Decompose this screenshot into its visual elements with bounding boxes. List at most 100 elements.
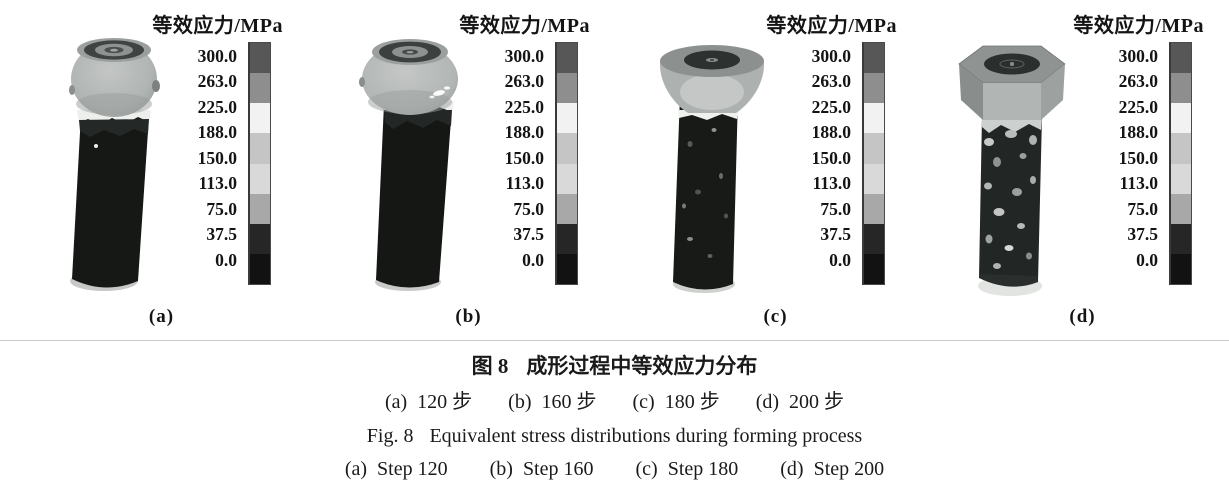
- legend-tick: 0.0: [522, 249, 544, 270]
- legend-colorbar: [862, 42, 885, 285]
- colorbar-band: [557, 223, 577, 254]
- colorbar-band: [250, 73, 270, 104]
- colorbar-band: [1171, 43, 1191, 74]
- colorbar-band: [1171, 103, 1191, 134]
- colorbar-band: [557, 193, 577, 224]
- legend-tick: 300.0: [504, 46, 544, 66]
- legend-tick-labels: 300.0 263.0 225.0 188.0 150.0 113.0 75.0…: [197, 46, 237, 269]
- colorbar-band: [864, 223, 884, 254]
- colorbar-band: [864, 133, 884, 164]
- legend-tick: 150.0: [197, 147, 237, 168]
- colorbar-band: [250, 253, 270, 284]
- legend-colorbar: [248, 42, 271, 285]
- colorbar-band: [557, 43, 577, 74]
- legend-tick: 225.0: [1118, 96, 1158, 117]
- caption-en-step-a: (a) Step 120: [344, 458, 448, 480]
- colorbar-band: [557, 133, 577, 164]
- legend-tick: 150.0: [504, 147, 544, 168]
- legend-tick: 37.5: [513, 224, 544, 245]
- figure-captions: 图 8 成形过程中等效应力分布 (a) 120 步 (b) 160 步 (c) 180 …: [0, 341, 1229, 481]
- colorbar-band: [864, 43, 884, 74]
- panel-label-c: (c): [763, 306, 788, 327]
- colorbar-band: [557, 103, 577, 134]
- colorbar-band: [1171, 163, 1191, 194]
- colorbar-band: [1171, 133, 1191, 164]
- legend-title: 等效应力/MPa: [459, 15, 590, 37]
- caption-en-steps: (a) Step 120 (b) Step 160 (c) Step 180 (d) S…: [0, 457, 1229, 481]
- colorbar-band: [250, 163, 270, 194]
- legend-tick: 0.0: [829, 249, 851, 270]
- legend-tick: 75.0: [820, 198, 851, 219]
- legend-tick: 113.0: [198, 173, 237, 194]
- legend-tick: 188.0: [811, 122, 851, 143]
- colorbar-band: [250, 43, 270, 74]
- panel-label-a: (a): [148, 306, 175, 327]
- legend-tick: 188.0: [1118, 122, 1158, 143]
- bolt-stress-render-c: [659, 45, 765, 293]
- colorbar-band: [1171, 253, 1191, 284]
- legend-tick: 300.0: [197, 46, 237, 66]
- caption-zh-text: 成形过程中等效应力分布: [526, 354, 758, 378]
- panel-label-d: (d): [1069, 306, 1096, 327]
- caption-en-step-d: (d) Step 200: [780, 458, 885, 480]
- caption-zh-steps: (a) 120 步 (b) 160 步 (c) 180 步 (d) 200 步: [0, 390, 1229, 414]
- bolt-stress-render-b: [359, 39, 458, 291]
- legend-tick: 150.0: [811, 147, 851, 168]
- legend-tick: 188.0: [504, 122, 544, 143]
- colorbar-band: [557, 73, 577, 104]
- panel-c: 等效应力/MPa 300.0: [614, 0, 921, 340]
- caption-zh-step-c: (c) 180 步: [632, 391, 720, 413]
- legend-tick-labels: 300.0 263.0 225.0 188.0 150.0 113.0 75.0…: [1118, 47, 1158, 269]
- panel-d: 等效应力/MPa: [921, 0, 1228, 340]
- legend-tick: 225.0: [197, 96, 237, 117]
- legend-tick: 263.0: [197, 71, 237, 92]
- bolt-stress-render-d: [958, 45, 1066, 296]
- legend-tick: 75.0: [206, 198, 237, 219]
- colorbar-band: [250, 103, 270, 134]
- caption-en-step-c: (c) Step 180: [635, 458, 739, 480]
- caption-zh-title: 图 8 成形过程中等效应力分布: [0, 353, 1229, 379]
- legend-tick: 75.0: [1127, 198, 1158, 219]
- panel-a: 等效应力/MPa: [0, 0, 307, 340]
- caption-en-step-b: (b) Step 160: [489, 458, 594, 480]
- legend-tick: 37.5: [1127, 224, 1158, 245]
- colorbar-band: [557, 253, 577, 284]
- legend-tick: 113.0: [812, 173, 851, 194]
- legend-tick: 263.0: [811, 71, 851, 92]
- caption-en-title: Fig. 8 Equivalent stress distributions du…: [0, 424, 1229, 448]
- caption-zh-step-d: (d) 200 步: [755, 391, 845, 413]
- legend-tick: 300.0: [811, 46, 851, 66]
- colorbar-band: [864, 193, 884, 224]
- legend-title: 等效应力/MPa: [152, 15, 283, 37]
- caption-zh-fig-no: 图 8: [471, 354, 509, 378]
- caption-en-text: Equivalent stress distributions during f…: [429, 425, 863, 447]
- colorbar-band: [1171, 193, 1191, 224]
- colorbar-band: [1171, 223, 1191, 254]
- bolt-stress-render-a: [69, 38, 160, 291]
- panel-label-b: (b): [455, 306, 482, 327]
- caption-zh-step-a: (a) 120 步: [384, 391, 473, 413]
- legend-title: 等效应力/MPa: [1073, 15, 1204, 37]
- legend-colorbar: [1169, 42, 1192, 285]
- legend-tick: 225.0: [504, 96, 544, 117]
- caption-en-fig-no: Fig. 8: [366, 425, 414, 447]
- colorbar-band: [557, 163, 577, 194]
- legend-tick: 37.5: [820, 224, 851, 245]
- legend-tick: 263.0: [1118, 71, 1158, 92]
- legend-tick: 263.0: [504, 71, 544, 92]
- legend-tick: 37.5: [206, 224, 237, 245]
- legend-tick: 75.0: [513, 198, 544, 219]
- legend-tick: 150.0: [1118, 147, 1158, 168]
- colorbar-band: [250, 223, 270, 254]
- legend-tick: 113.0: [505, 173, 544, 194]
- colorbar-band: [864, 253, 884, 284]
- legend-tick: 188.0: [197, 122, 237, 143]
- caption-zh-step-b: (b) 160 步: [508, 391, 597, 413]
- legend-tick: 113.0: [1119, 173, 1158, 194]
- legend-tick-labels: 300.0 263.0 225.0 188.0 150.0 113.0 75.0…: [504, 46, 544, 270]
- legend-title: 等效应力/MPa: [766, 15, 897, 37]
- colorbar-band: [250, 193, 270, 224]
- colorbar-band: [1171, 73, 1191, 104]
- colorbar-band: [250, 133, 270, 164]
